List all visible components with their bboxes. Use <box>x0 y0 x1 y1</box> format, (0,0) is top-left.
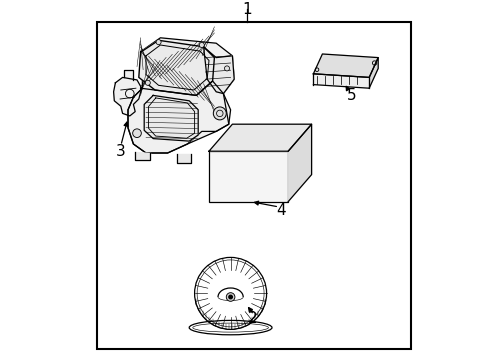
Circle shape <box>226 293 235 301</box>
Text: 5: 5 <box>346 88 356 103</box>
Text: 2: 2 <box>247 311 257 326</box>
Polygon shape <box>114 77 142 116</box>
Polygon shape <box>144 95 198 141</box>
Polygon shape <box>314 54 378 77</box>
Polygon shape <box>128 81 229 153</box>
Text: 3: 3 <box>116 144 125 159</box>
Text: 4: 4 <box>276 203 286 218</box>
Polygon shape <box>124 70 133 80</box>
Circle shape <box>224 66 229 71</box>
Polygon shape <box>204 47 234 94</box>
Bar <box>98 22 411 349</box>
Circle shape <box>145 80 150 85</box>
Polygon shape <box>314 74 369 88</box>
Circle shape <box>213 107 226 120</box>
Polygon shape <box>139 40 215 95</box>
Circle shape <box>156 40 161 45</box>
Polygon shape <box>135 152 149 160</box>
Polygon shape <box>209 124 312 151</box>
Polygon shape <box>128 38 234 153</box>
Bar <box>209 151 288 202</box>
Polygon shape <box>176 154 191 163</box>
Circle shape <box>199 42 204 48</box>
Text: 1: 1 <box>242 1 251 17</box>
Polygon shape <box>369 58 378 88</box>
Circle shape <box>133 129 141 138</box>
Polygon shape <box>288 124 312 202</box>
Circle shape <box>229 295 232 299</box>
